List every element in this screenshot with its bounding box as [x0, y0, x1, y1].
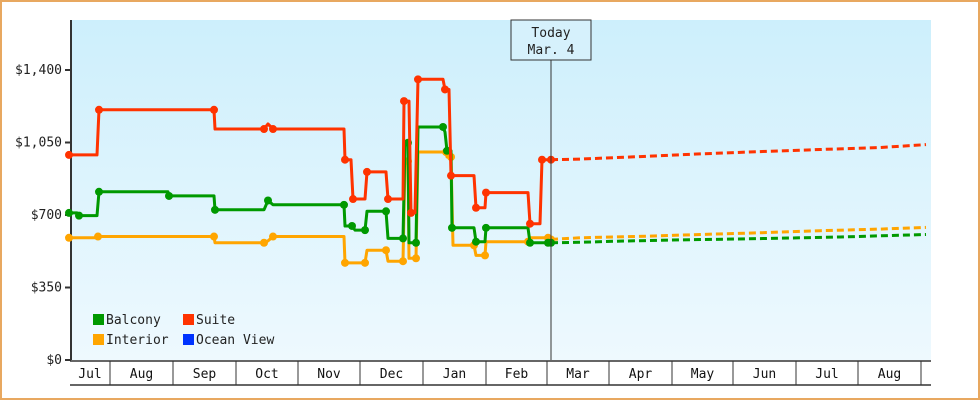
legend-label: Interior [106, 333, 169, 348]
month-label: Jan [443, 367, 466, 382]
data-point[interactable] [260, 238, 268, 247]
month-label: Aug [878, 367, 901, 382]
data-point[interactable] [482, 223, 490, 232]
data-point[interactable] [399, 234, 407, 243]
data-point[interactable] [341, 155, 349, 164]
forecast-line [550, 143, 927, 162]
y-tick-label: $1,400 [15, 63, 62, 78]
legend-label: Ocean View [196, 333, 274, 348]
legend-label: Balcony [106, 313, 161, 328]
data-point[interactable] [75, 211, 83, 220]
legend-label: Suite [196, 313, 235, 328]
data-point[interactable] [526, 238, 534, 247]
data-point[interactable] [95, 105, 103, 114]
data-point[interactable] [407, 208, 415, 217]
data-point[interactable] [260, 125, 268, 134]
month-label: Dec [380, 367, 403, 382]
plot-area [71, 20, 931, 360]
data-point[interactable] [361, 258, 369, 267]
data-point[interactable] [448, 223, 456, 232]
today-label-box [510, 19, 592, 61]
data-point[interactable] [95, 187, 103, 196]
series-layer [65, 75, 927, 267]
month-label: Sep [193, 367, 217, 382]
month-label: Nov [317, 367, 341, 382]
today-label: Today [531, 26, 570, 41]
legend-item-interior[interactable]: Interior [93, 333, 169, 348]
data-point[interactable] [382, 246, 390, 255]
data-point[interactable] [439, 122, 447, 131]
data-point[interactable] [264, 196, 272, 205]
data-point[interactable] [210, 232, 218, 241]
legend-swatch [183, 314, 194, 325]
month-label: Feb [505, 367, 529, 382]
data-point[interactable] [94, 232, 102, 241]
data-point[interactable] [472, 237, 480, 246]
legend-item-suite[interactable]: Suite [183, 313, 235, 328]
month-label: Apr [629, 367, 653, 382]
data-point[interactable] [481, 251, 489, 260]
y-tick-label: $0 [46, 353, 62, 368]
y-axis: $0 $350 $700 $1,050 $1,400 [15, 20, 72, 368]
x-axis: Jul Aug Sep Oct Nov Dec Jan Feb Mar Apr May Jun Jul A… [70, 360, 931, 386]
data-point[interactable] [482, 188, 490, 197]
legend-swatch [93, 314, 104, 325]
data-point[interactable] [269, 232, 277, 241]
legend-swatch [183, 334, 194, 345]
data-point[interactable] [269, 125, 277, 134]
month-label: Jul [815, 367, 838, 382]
month-label: Jun [753, 367, 776, 382]
today-marker: Today Mar. 4 [510, 19, 592, 360]
data-point[interactable] [65, 208, 73, 217]
data-point[interactable] [400, 97, 408, 106]
today-date: Mar. 4 [528, 43, 575, 58]
data-point[interactable] [210, 105, 218, 114]
month-label: Oct [255, 367, 278, 382]
data-point[interactable] [441, 85, 449, 94]
data-point[interactable] [165, 191, 173, 200]
data-point[interactable] [414, 75, 422, 84]
series-suite [65, 75, 927, 228]
data-point[interactable] [412, 254, 420, 263]
month-label: Aug [130, 367, 153, 382]
data-point[interactable] [65, 150, 73, 159]
forecast-line [550, 225, 927, 241]
data-point[interactable] [447, 171, 455, 180]
data-point[interactable] [526, 219, 534, 228]
data-point[interactable] [412, 238, 420, 247]
data-point[interactable] [348, 221, 356, 230]
legend-swatch [93, 334, 104, 345]
y-tick-label: $350 [31, 281, 62, 296]
data-point[interactable] [340, 200, 348, 209]
forecast-line [550, 233, 927, 245]
data-point[interactable] [399, 257, 407, 266]
y-tick-label: $700 [31, 208, 62, 223]
month-label: May [691, 367, 715, 382]
data-point[interactable] [382, 207, 390, 216]
data-point[interactable] [363, 167, 371, 176]
series-balcony [65, 122, 927, 247]
data-point[interactable] [65, 233, 73, 242]
data-point[interactable] [472, 203, 480, 212]
legend-item-balcony[interactable]: Balcony [93, 313, 161, 328]
legend: Balcony Suite Interior Ocean View [93, 313, 274, 348]
month-label: Jul [78, 367, 101, 382]
legend-item-ocean-view[interactable]: Ocean View [183, 333, 274, 348]
data-point[interactable] [211, 205, 219, 214]
month-label: Mar [566, 367, 590, 382]
data-point[interactable] [361, 226, 369, 235]
data-point[interactable] [341, 258, 349, 267]
data-point[interactable] [538, 155, 546, 164]
data-point[interactable] [384, 195, 392, 204]
data-point[interactable] [349, 195, 357, 204]
y-tick-label: $1,050 [15, 136, 62, 151]
